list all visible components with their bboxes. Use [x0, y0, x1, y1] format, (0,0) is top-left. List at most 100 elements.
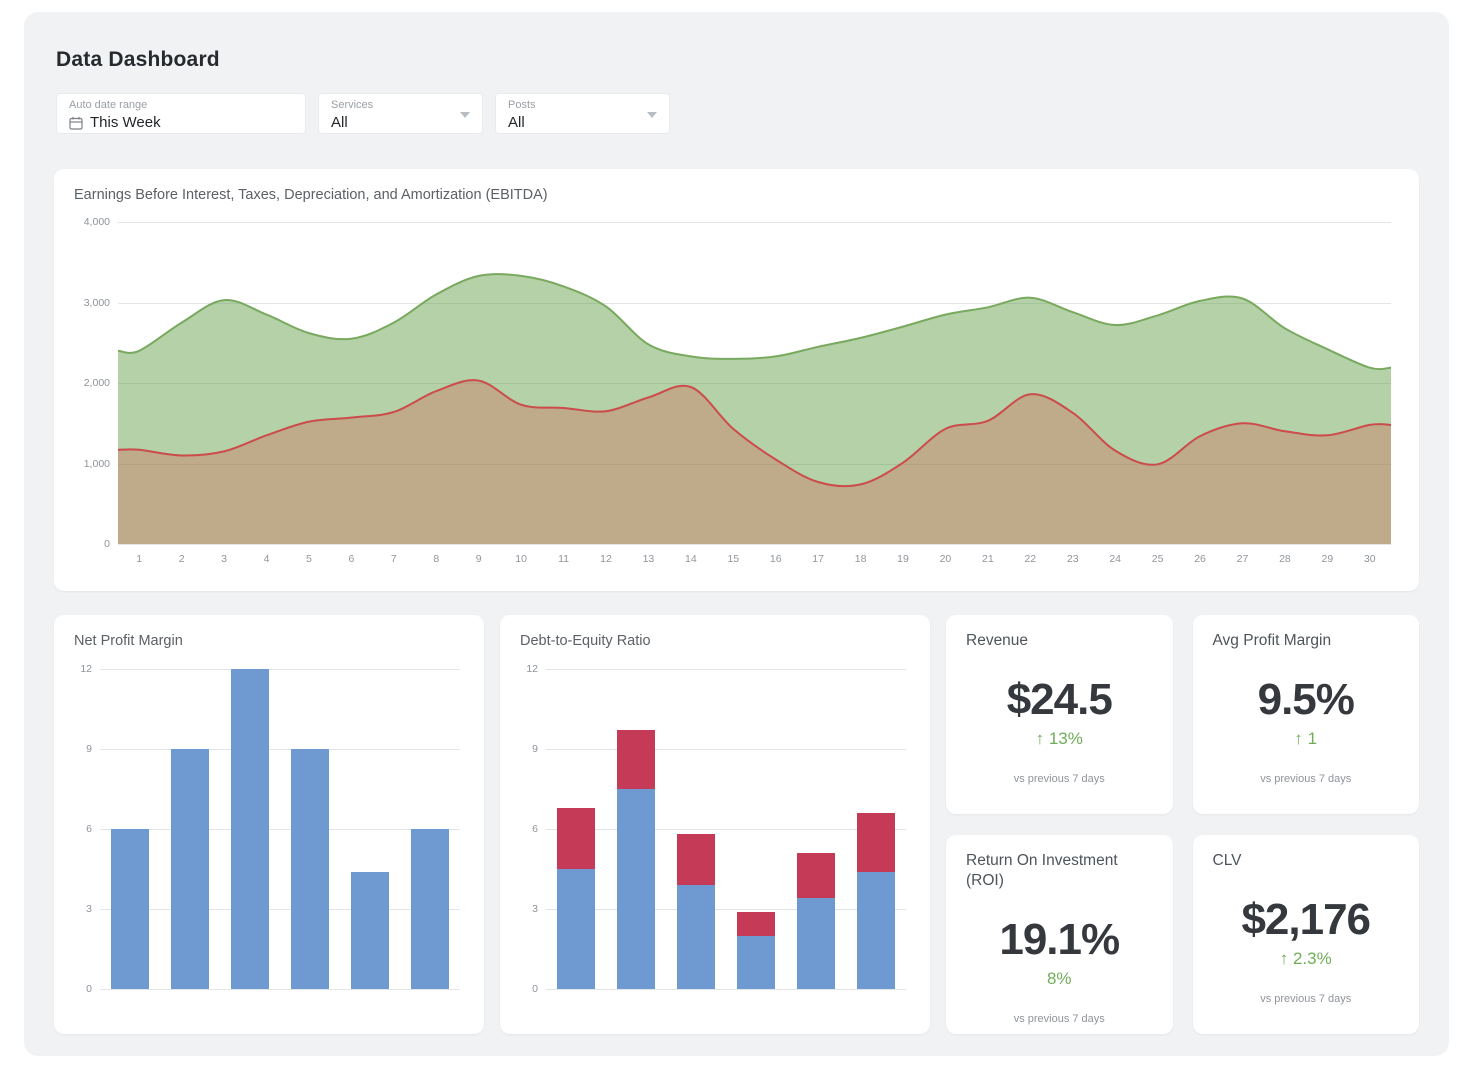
bar-net-profit-margin[interactable]: [351, 871, 389, 989]
kpi-card-revenue: Revenue $24.5 ↑ 13% vs previous 7 days: [946, 615, 1173, 814]
bar-net-profit-margin[interactable]: [231, 669, 269, 989]
npm-plot-area[interactable]: [100, 669, 460, 990]
kpi-note: vs previous 7 days: [1260, 993, 1352, 1005]
x-axis-tick: 1: [136, 553, 143, 565]
bar-net-profit-margin[interactable]: [411, 829, 449, 989]
gridline: [546, 989, 906, 990]
bar-stack-top-red[interactable]: [737, 911, 775, 936]
gridline: [546, 749, 906, 750]
x-axis-tick: 4: [263, 553, 270, 565]
ebitda-chart-card: Earnings Before Interest, Taxes, Depreci…: [54, 169, 1419, 591]
x-axis-tick: 12: [600, 553, 612, 565]
bar-stack-bottom-blue[interactable]: [557, 869, 595, 989]
services-filter[interactable]: Services All: [318, 93, 483, 134]
kpi-card-clv: CLV $2,176 ↑ 2.3% vs previous 7 days: [1192, 835, 1419, 1034]
x-axis-tick: 17: [812, 553, 824, 565]
kpi-value: 9.5%: [1257, 675, 1355, 724]
net-profit-margin-title: Net Profit Margin: [74, 633, 183, 649]
kpi-label: Return On Investment (ROI): [966, 852, 1118, 889]
kpi-delta: ↑ 13%: [1035, 729, 1083, 748]
posts-value: All: [508, 114, 525, 131]
gridline: [118, 222, 1391, 223]
bar-stack-bottom-blue[interactable]: [857, 871, 895, 989]
x-axis-tick: 10: [515, 553, 527, 565]
y-axis-tick: 9: [532, 743, 538, 755]
area-chart-canvas[interactable]: [118, 222, 1391, 544]
gridline: [100, 669, 460, 670]
page-title: Data Dashboard: [56, 48, 220, 71]
x-axis-tick: 21: [982, 553, 994, 565]
axis-spacer: [74, 544, 118, 570]
bar-net-profit-margin[interactable]: [171, 749, 209, 989]
kpi-grid: Revenue $24.5 ↑ 13% vs previous 7 days A…: [946, 615, 1419, 1034]
bar-stack-bottom-blue[interactable]: [677, 885, 715, 989]
net-profit-margin-card: Net Profit Margin 12 9 6 3 0: [54, 615, 484, 1034]
bar-stack-bottom-blue[interactable]: [797, 898, 835, 989]
kpi-note: vs previous 7 days: [1260, 773, 1352, 785]
ebitda-x-axis: 1 2 3 4 5 6 7 8 9 10 11 12 13 14 15 16 17 18 19 20 21 22 23 24 2…: [118, 544, 1391, 570]
gridline: [100, 749, 460, 750]
area-fill-upper-green: [118, 274, 1391, 544]
bottom-row: Net Profit Margin 12 9 6 3 0 Debt-to-Equity …: [54, 615, 1419, 1034]
x-axis-tick: 2: [178, 553, 185, 565]
dashboard-panel: Data Dashboard Auto date range This Week…: [24, 12, 1449, 1056]
ebitda-plot-area[interactable]: [118, 222, 1391, 545]
dte-plot-area[interactable]: [546, 669, 906, 990]
dte-y-axis: 12 9 6 3 0: [520, 663, 546, 995]
x-axis-tick: 16: [769, 553, 782, 565]
x-axis-tick: 25: [1151, 553, 1164, 565]
x-axis-tick: 28: [1279, 553, 1291, 565]
gridline: [546, 669, 906, 670]
npm-y-axis: 12 9 6 3 0: [74, 663, 100, 995]
bar-stack-bottom-blue[interactable]: [617, 789, 655, 989]
date-range-value: This Week: [90, 114, 161, 131]
kpi-value: $24.5: [1006, 675, 1113, 724]
bar-net-profit-margin[interactable]: [111, 829, 149, 989]
gridline: [100, 829, 460, 830]
chevron-down-icon: [647, 112, 657, 118]
kpi-card-roi: Return On Investment (ROI) 19.1% 8% vs p…: [946, 835, 1173, 1034]
x-axis-tick: 3: [221, 553, 227, 565]
x-axis-tick: 26: [1194, 553, 1206, 565]
kpi-label: Revenue: [966, 632, 1029, 649]
posts-filter[interactable]: Posts All: [495, 93, 670, 134]
x-axis-tick: 24: [1109, 553, 1122, 565]
bar-stack-top-red[interactable]: [857, 813, 895, 872]
kpi-value: 19.1%: [999, 915, 1120, 964]
date-range-filter[interactable]: Auto date range This Week: [56, 93, 306, 134]
x-axis-tick: 27: [1236, 553, 1249, 565]
bar-stack-top-red[interactable]: [797, 853, 835, 899]
y-axis-tick: 6: [532, 823, 538, 835]
bar-stack-top-red[interactable]: [557, 807, 595, 869]
x-axis-tick: 22: [1024, 553, 1037, 565]
y-axis-tick: 6: [86, 823, 92, 835]
y-axis-tick: 3,000: [83, 296, 110, 309]
filters-row: Auto date range This Week Services All P…: [56, 93, 1449, 134]
x-axis-tick: 13: [642, 553, 655, 565]
bar-net-profit-margin[interactable]: [291, 749, 329, 989]
ebitda-y-axis: 4,000 3,000 2,000 1,000 0: [74, 216, 118, 550]
kpi-value: $2,176: [1241, 895, 1371, 944]
x-axis-tick: 14: [685, 553, 697, 565]
bar-stack-bottom-blue[interactable]: [737, 935, 775, 989]
chevron-down-icon: [460, 112, 470, 118]
filter-label: Posts: [508, 99, 536, 111]
y-axis-tick: 9: [86, 743, 92, 755]
x-axis-tick: 8: [433, 553, 440, 565]
bar-stack-top-red[interactable]: [617, 730, 655, 789]
kpi-delta: ↑ 2.3%: [1279, 949, 1332, 968]
y-axis-tick: 0: [104, 538, 110, 550]
x-axis-tick: 5: [306, 553, 312, 565]
y-axis-tick: 3: [532, 903, 538, 915]
x-axis-tick: 6: [348, 553, 355, 565]
y-axis-tick: 1,000: [83, 457, 110, 470]
x-axis-tick: 9: [475, 553, 482, 565]
debt-to-equity-title: Debt-to-Equity Ratio: [520, 633, 651, 649]
ebitda-chart-title: Earnings Before Interest, Taxes, Depreci…: [74, 187, 548, 203]
y-axis-tick: 3: [86, 903, 92, 915]
area-line-upper-green: [118, 273, 1391, 371]
gridline: [546, 909, 906, 910]
kpi-label: CLV: [1212, 852, 1242, 869]
kpi-note: vs previous 7 days: [1013, 1013, 1105, 1025]
bar-stack-top-red[interactable]: [677, 834, 715, 885]
